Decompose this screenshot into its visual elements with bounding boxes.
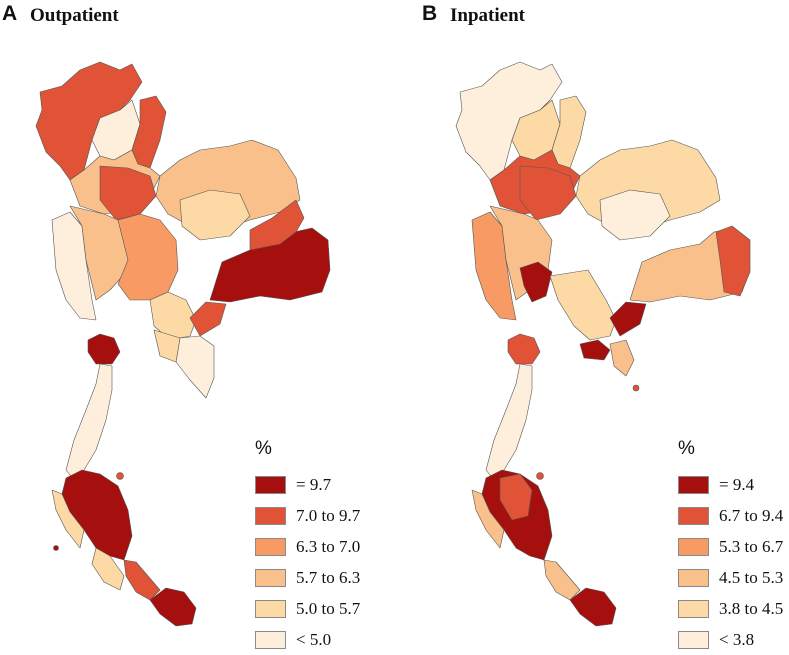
region-east-mid [609, 339, 635, 377]
legend-swatch [678, 630, 709, 649]
region-east-dark-orange [715, 225, 751, 297]
legend-item: 7.0 to 9.7 [255, 500, 360, 531]
legend-swatch [678, 506, 709, 525]
legend-swatch [255, 537, 286, 556]
legend-item: < 5.0 [255, 624, 360, 655]
legend-item: 5.0 to 5.7 [255, 593, 360, 624]
legend-item: 5.3 to 6.7 [678, 531, 783, 562]
region-central-plains [117, 213, 179, 301]
legend-label: 7.0 to 9.7 [296, 505, 361, 525]
legend-label: = 9.7 [296, 474, 332, 494]
panel-letter: B [422, 2, 438, 25]
region-south-orange [499, 473, 533, 521]
region-central-light [549, 269, 617, 341]
region-east-dark-orange [249, 199, 305, 251]
legend-item: = 9.7 [255, 469, 360, 500]
island-marker [536, 472, 544, 480]
region-west [51, 211, 97, 321]
thailand-outpatient-map [35, 61, 331, 627]
legend-label: = 9.4 [719, 474, 755, 494]
region-south-light [543, 559, 581, 601]
region-east-light [579, 339, 611, 361]
island-marker [632, 384, 640, 392]
legend-title: % [255, 438, 272, 459]
region-south-west-coast [471, 489, 505, 549]
legend-swatch [678, 568, 709, 587]
region-west-central [69, 205, 133, 301]
legend-swatch [255, 475, 286, 494]
panel-letter: A [2, 2, 18, 25]
region-east-light [175, 335, 215, 399]
region-south-light [91, 547, 125, 591]
legend-label: 5.7 to 6.3 [296, 567, 361, 587]
region-east-mid [153, 329, 181, 363]
region-isan-inner [179, 189, 251, 241]
region-isthmus [65, 363, 113, 481]
legend-label: 6.3 to 7.0 [296, 536, 361, 556]
panel-inpatient: B Inpatient % = 9.4 6.7 to 9.4 5.3 to 6.… [420, 0, 789, 649]
island-marker [116, 472, 124, 480]
legend-item: 5.7 to 6.3 [255, 562, 360, 593]
region-bangkok [507, 333, 541, 365]
legend: % = 9.7 7.0 to 9.7 6.3 to 7.0 5.7 to 6.3… [255, 438, 360, 655]
region-central-plains [519, 261, 553, 303]
legend-item: 3.8 to 4.5 [678, 593, 783, 624]
region-south-tip [149, 587, 197, 627]
region-east-coast [609, 301, 647, 337]
legend-item: 6.7 to 9.4 [678, 500, 783, 531]
region-bangkok [87, 333, 121, 365]
region-central-dark [99, 165, 157, 221]
legend-label: < 3.8 [719, 629, 755, 649]
legend-label: 6.7 to 9.4 [719, 505, 784, 525]
legend-swatch [678, 475, 709, 494]
region-west [471, 211, 517, 321]
legend-label: 5.3 to 6.7 [719, 536, 784, 556]
legend-item: = 9.4 [678, 469, 783, 500]
panel-outpatient: A Outpatient % = 9.7 7.0 to 9.7 6.3 to 7… [0, 0, 390, 649]
legend-label: 3.8 to 4.5 [719, 598, 784, 618]
panel-title: Inpatient [450, 5, 525, 26]
legend-item: < 3.8 [678, 624, 783, 655]
region-isthmus [485, 363, 533, 481]
region-south-tip [569, 587, 617, 627]
legend-item: 4.5 to 5.3 [678, 562, 783, 593]
legend-label: 4.5 to 5.3 [719, 567, 784, 587]
region-east-coast [189, 301, 227, 337]
legend: % = 9.4 6.7 to 9.4 5.3 to 6.7 4.5 to 5.3… [678, 438, 783, 655]
legend-swatch [255, 630, 286, 649]
legend-title: % [678, 438, 695, 459]
legend-swatch [255, 599, 286, 618]
region-central-dark [519, 165, 577, 221]
region-isan-inner [599, 189, 671, 241]
legend-swatch [678, 537, 709, 556]
legend-item: 6.3 to 7.0 [255, 531, 360, 562]
panel-title: Outpatient [30, 5, 119, 26]
region-central-light [149, 291, 197, 341]
region-south-west-coast [51, 489, 85, 549]
thailand-inpatient-map [455, 61, 751, 627]
legend-swatch [678, 599, 709, 618]
legend-label: < 5.0 [296, 629, 332, 649]
legend-label: 5.0 to 5.7 [296, 598, 361, 618]
legend-swatch [255, 506, 286, 525]
legend-swatch [255, 568, 286, 587]
island-marker [53, 545, 59, 551]
region-south-orange [123, 559, 161, 601]
